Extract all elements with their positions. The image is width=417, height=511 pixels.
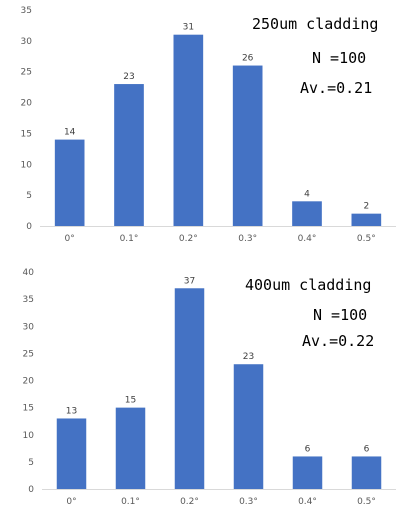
x-tick-label: 0.3° [238,234,257,244]
bar [54,139,85,226]
chart-400um: 0 5 10 15 20 25 30 35 40 13 0° 15 0.1° 37 0.2° 23 0.3° 6 0… [23,268,396,507]
annotation-cladding-400: 400um cladding [245,276,372,294]
bar [351,456,382,489]
y-tick-label: 40 [23,268,35,278]
y-tick-label: 25 [23,349,34,359]
y-tick-label: 25 [21,68,32,78]
bar [292,201,322,226]
annotation-average-400: Av.=0.22 [302,332,375,350]
y-tick-label: 0 [28,485,34,495]
y-tick-label: 30 [23,322,35,332]
data-label: 14 [64,128,76,138]
data-label: 37 [184,276,195,286]
y-tick-label: 20 [21,99,33,109]
data-label: 15 [125,396,136,406]
data-label: 23 [123,72,134,82]
x-tick-label: 0° [66,497,76,507]
annotation-average-250: Av.=0.21 [300,79,373,97]
chart-250um: 0 5 10 15 20 25 30 35 14 0° 23 0.1° 31 0.2° 26 0.3° 4 0.4… [21,6,396,244]
x-tick-label: 0.1° [120,234,139,244]
bar [292,456,323,489]
annotation-cladding-250: 250um cladding [252,15,379,33]
y-tick-label: 15 [21,129,32,139]
data-label: 23 [243,352,254,362]
annotation-n-250: N =100 [312,49,367,67]
y-tick-label: 10 [23,431,35,441]
bar [56,418,87,489]
x-tick-label: 0.3° [239,497,258,507]
y-tick-label: 5 [28,458,34,468]
bar [115,407,146,489]
bar [174,288,205,489]
y-tick-label: 0 [26,222,32,232]
x-tick-label: 0.5° [357,234,376,244]
y-tick-label: 20 [23,377,35,387]
bar [351,213,382,226]
data-label: 13 [66,406,77,416]
data-label: 6 [305,444,311,454]
x-tick-label: 0.2° [180,497,199,507]
y-tick-label: 35 [21,6,32,16]
x-tick-label: 0° [65,234,75,244]
y-tick-label: 5 [26,191,32,201]
bar [232,65,263,227]
bar [233,364,264,489]
data-label: 2 [363,202,369,212]
y-tick-label: 30 [21,37,33,47]
data-label: 26 [242,54,254,64]
data-label: 31 [183,23,194,33]
x-tick-label: 0.1° [121,497,140,507]
x-tick-label: 0.4° [298,497,317,507]
x-tick-label: 0.2° [179,234,198,244]
bar [173,34,204,226]
x-tick-label: 0.5° [357,497,376,507]
bar [114,84,144,226]
data-label: 6 [364,444,370,454]
y-tick-label: 35 [23,295,34,305]
annotation-n-400: N =100 [313,306,368,324]
y-tick-label: 15 [23,404,34,414]
data-label: 4 [304,189,310,199]
y-tick-label: 10 [21,160,33,170]
x-tick-label: 0.4° [298,234,317,244]
